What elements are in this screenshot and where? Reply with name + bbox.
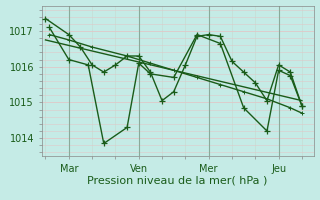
X-axis label: Pression niveau de la mer( hPa ): Pression niveau de la mer( hPa ): [87, 175, 268, 185]
